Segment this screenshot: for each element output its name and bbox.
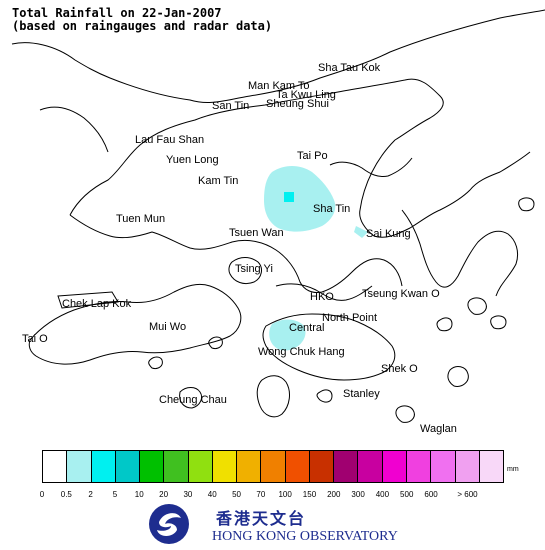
coastline bbox=[11, 9, 545, 423]
legend-swatch bbox=[308, 451, 334, 482]
place-man-kam-to: Man Kam To bbox=[248, 80, 310, 92]
legend-tick: 200 bbox=[327, 490, 341, 499]
legend-swatch bbox=[357, 451, 382, 482]
logo-english-text: HONG KONG OBSERVATORY bbox=[212, 529, 398, 544]
place-ta-kwu-ling: Ta Kwu Ling bbox=[276, 89, 336, 101]
logo-chinese-text: 香港天文台 bbox=[216, 509, 307, 528]
hko-logo-icon bbox=[149, 504, 189, 544]
title-line-1: Total Rainfall on 22-Jan-2007 bbox=[12, 6, 222, 20]
place-stanley: Stanley bbox=[343, 388, 380, 400]
legend-swatch bbox=[90, 451, 115, 482]
legend-tick: 600 bbox=[424, 490, 438, 499]
place-central: Central bbox=[289, 322, 324, 334]
map-title: Total Rainfall on 22-Jan-2007 (based on … bbox=[12, 7, 272, 33]
place-labels: Sha Tau Kok Man Kam To Ta Kwu Ling San T… bbox=[22, 62, 457, 435]
legend-swatch bbox=[43, 451, 67, 482]
place-chek-lap-kok: Chek Lap Kok bbox=[62, 298, 132, 310]
rain-area-sai-kung bbox=[354, 226, 368, 238]
legend-tick: 30 bbox=[183, 490, 193, 499]
legend-tick: 70 bbox=[256, 490, 266, 499]
legend-tick: 0.5 bbox=[60, 490, 72, 499]
legend-swatch bbox=[114, 451, 140, 482]
legend-swatch bbox=[381, 451, 406, 482]
legend-tick: 400 bbox=[375, 490, 390, 499]
rainfall-map: Sha Tau Kok Man Kam To Ta Kwu Ling San T… bbox=[11, 9, 545, 435]
place-hko: HKO bbox=[310, 291, 334, 303]
legend-swatch bbox=[430, 451, 455, 482]
legend-tick: 20 bbox=[159, 490, 169, 499]
place-waglan: Waglan bbox=[420, 423, 457, 435]
place-san-tin: San Tin bbox=[212, 100, 249, 112]
legend-swatch bbox=[405, 451, 431, 482]
legend-tick: 150 bbox=[302, 490, 317, 499]
legend-tick: 10 bbox=[134, 490, 144, 499]
legend-unit: mm bbox=[507, 466, 519, 473]
legend-tick: 100 bbox=[278, 490, 292, 499]
legend-swatch bbox=[236, 451, 261, 482]
place-sha-tin: Sha Tin bbox=[313, 203, 350, 215]
place-tseung-kwan-o: Tseung Kwan O bbox=[362, 288, 440, 300]
place-lau-fau-shan: Lau Fau Shan bbox=[135, 134, 204, 146]
legend-swatch bbox=[284, 451, 309, 482]
legend-tick: 50 bbox=[232, 490, 241, 499]
legend-swatch bbox=[260, 451, 285, 482]
place-mui-wo: Mui Wo bbox=[149, 321, 186, 333]
place-kam-tin: Kam Tin bbox=[198, 175, 238, 187]
rainfall-overlay bbox=[264, 166, 368, 351]
place-tsuen-wan: Tsuen Wan bbox=[229, 227, 284, 239]
place-tuen-mun: Tuen Mun bbox=[116, 213, 165, 225]
rainfall-legend bbox=[42, 450, 504, 483]
place-tai-o: Tai O bbox=[22, 333, 48, 345]
legend-tick: 2 bbox=[88, 490, 93, 499]
legend-swatch bbox=[333, 451, 358, 482]
legend-swatch bbox=[163, 451, 188, 482]
place-tai-po: Tai Po bbox=[297, 150, 328, 162]
legend-tick: 40 bbox=[207, 490, 217, 499]
place-shek-o: Shek O bbox=[381, 363, 418, 375]
legend-tick: > 600 bbox=[457, 490, 478, 499]
legend-tick: 5 bbox=[112, 490, 118, 499]
legend-swatch bbox=[66, 451, 91, 482]
legend-swatch bbox=[454, 451, 479, 482]
rain-cell-heavy bbox=[284, 192, 294, 202]
place-sheung-shui: Sheung Shui bbox=[266, 98, 329, 110]
title-line-2: (based on raingauges and radar data) bbox=[12, 19, 273, 33]
place-cheung-chau: Cheung Chau bbox=[159, 394, 227, 406]
place-yuen-long: Yuen Long bbox=[166, 154, 219, 166]
rain-area-central-nt bbox=[264, 166, 336, 232]
legend-swatch bbox=[139, 451, 164, 482]
place-wong-chuk-hang: Wong Chuk Hang bbox=[258, 346, 345, 358]
rain-area-central-harbour bbox=[269, 319, 306, 351]
legend-tick: 0 bbox=[39, 490, 45, 499]
legend-tick: 300 bbox=[351, 490, 365, 499]
place-sha-tau-kok: Sha Tau Kok bbox=[318, 62, 381, 74]
place-tsing-yi: Tsing Yi bbox=[235, 263, 273, 275]
legend-swatch bbox=[187, 451, 212, 482]
legend-swatch bbox=[478, 451, 504, 482]
legend-tick: 500 bbox=[400, 490, 414, 499]
place-north-point: North Point bbox=[322, 312, 377, 324]
place-sai-kung: Sai Kung bbox=[366, 228, 411, 240]
legend-swatch bbox=[211, 451, 237, 482]
